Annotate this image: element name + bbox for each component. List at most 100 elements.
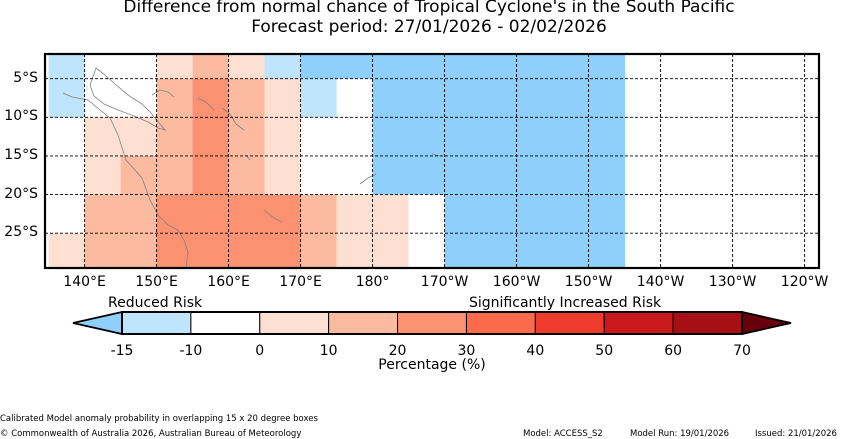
grid-cell bbox=[444, 233, 482, 269]
colorbar-segment bbox=[672, 311, 743, 335]
grid-cell bbox=[480, 155, 518, 196]
grid-cell bbox=[336, 78, 374, 118]
grid-cell bbox=[588, 117, 626, 157]
grid-cell bbox=[408, 194, 446, 234]
grid-cell bbox=[444, 54, 482, 80]
grid-cell bbox=[84, 233, 122, 269]
colorbar-tick-label: 40 bbox=[526, 343, 545, 359]
grid-cell bbox=[516, 155, 554, 196]
grid-cell bbox=[192, 117, 230, 157]
footer-note: Calibrated Model anomaly probability in … bbox=[0, 414, 318, 424]
grid-cell bbox=[156, 78, 194, 118]
grid-cell bbox=[192, 54, 230, 80]
grid-cell bbox=[300, 233, 338, 269]
colorbar-title: Percentage (%) bbox=[378, 357, 486, 373]
longitude-label: 120°W bbox=[780, 274, 829, 290]
grid-cell bbox=[480, 54, 518, 80]
grid-cell bbox=[408, 54, 446, 80]
grid-cell bbox=[588, 54, 626, 80]
grid-cell bbox=[120, 78, 158, 118]
grid-cell bbox=[84, 78, 122, 118]
grid-cell bbox=[264, 155, 302, 196]
grid-cell bbox=[192, 194, 230, 234]
model-name: Model: ACCESS_S2 bbox=[523, 429, 603, 439]
longitude-label: 140°E bbox=[63, 274, 106, 290]
grid-cell bbox=[84, 155, 122, 196]
latitude-label: 10°S bbox=[4, 108, 38, 125]
grid-cell bbox=[48, 155, 86, 196]
colorbar-segment bbox=[259, 311, 330, 335]
grid-cell bbox=[228, 155, 266, 196]
grid-cell bbox=[336, 194, 374, 234]
grid-cell bbox=[120, 155, 158, 196]
grid-cell bbox=[48, 117, 86, 157]
grid-cell bbox=[552, 78, 590, 118]
longitude-label: 150°E bbox=[135, 274, 178, 290]
grid-cell bbox=[156, 194, 194, 234]
grid-cell bbox=[588, 78, 626, 118]
grid-cell bbox=[336, 233, 374, 269]
grid-cell bbox=[336, 155, 374, 196]
reduced-risk-label: Reduced Risk bbox=[108, 295, 203, 311]
grid-cell bbox=[264, 117, 302, 157]
grid-cell bbox=[480, 117, 518, 157]
grid-cell bbox=[516, 194, 554, 234]
grid-cell bbox=[408, 155, 446, 196]
colorbar-segment bbox=[121, 311, 192, 335]
grid-cell bbox=[264, 78, 302, 118]
grid-cell bbox=[264, 54, 302, 80]
grid-cell bbox=[408, 78, 446, 118]
longitude-label: 170°E bbox=[279, 274, 322, 290]
grid-cell bbox=[372, 54, 410, 80]
graticule bbox=[45, 54, 819, 268]
grid-cell bbox=[408, 233, 446, 269]
grid-cell bbox=[372, 117, 410, 157]
colorbar-segment bbox=[328, 311, 399, 335]
colorbar-tick-label: 20 bbox=[388, 343, 407, 359]
colorbar-tick-label: 0 bbox=[255, 343, 265, 359]
grid-cell bbox=[516, 233, 554, 269]
longitude-label: 160°E bbox=[207, 274, 250, 290]
grid-cell bbox=[336, 54, 374, 80]
grid-cell bbox=[120, 233, 158, 269]
issued-date: Issued: 21/01/2026 bbox=[755, 429, 837, 439]
grid-cell bbox=[480, 194, 518, 234]
grid-cell bbox=[228, 194, 266, 234]
colorbar-tick-label: 10 bbox=[319, 343, 338, 359]
grid-cell bbox=[408, 117, 446, 157]
colorbar-tick-label: -10 bbox=[179, 343, 203, 359]
latitude-label: 15°S bbox=[4, 146, 38, 163]
grid-cell bbox=[300, 117, 338, 157]
latitude-label: 25°S bbox=[4, 224, 38, 241]
grid-cell bbox=[372, 155, 410, 196]
latitude-label: 20°S bbox=[4, 185, 38, 202]
grid-cell bbox=[588, 194, 626, 234]
colorbar-segment bbox=[534, 311, 605, 335]
grid-cell bbox=[228, 78, 266, 118]
grid-cell bbox=[444, 117, 482, 157]
grid-cell bbox=[444, 194, 482, 234]
grid-cell bbox=[156, 117, 194, 157]
colorbar-max-arrow bbox=[741, 310, 792, 336]
colorbar-tick-label: 60 bbox=[664, 343, 683, 359]
grid-cell bbox=[264, 194, 302, 234]
grid-cell bbox=[48, 54, 86, 80]
grid-cell bbox=[228, 233, 266, 269]
grid-cell bbox=[84, 117, 122, 157]
grid-cell bbox=[192, 233, 230, 269]
longitude-label: 140°W bbox=[636, 274, 685, 290]
colorbar-segment bbox=[603, 311, 674, 335]
longitude-label: 130°W bbox=[708, 274, 757, 290]
colorbar-tick-label: 30 bbox=[457, 343, 476, 359]
grid-cell bbox=[552, 54, 590, 80]
grid-cell bbox=[84, 54, 122, 80]
grid-cell bbox=[300, 78, 338, 118]
colorbar-min-arrow bbox=[72, 310, 123, 336]
grid-cell bbox=[120, 54, 158, 80]
grid-cell bbox=[516, 78, 554, 118]
grid-cell bbox=[84, 194, 122, 234]
grid-cell bbox=[552, 117, 590, 157]
grid-cell bbox=[48, 233, 86, 269]
grid-cell bbox=[300, 155, 338, 196]
